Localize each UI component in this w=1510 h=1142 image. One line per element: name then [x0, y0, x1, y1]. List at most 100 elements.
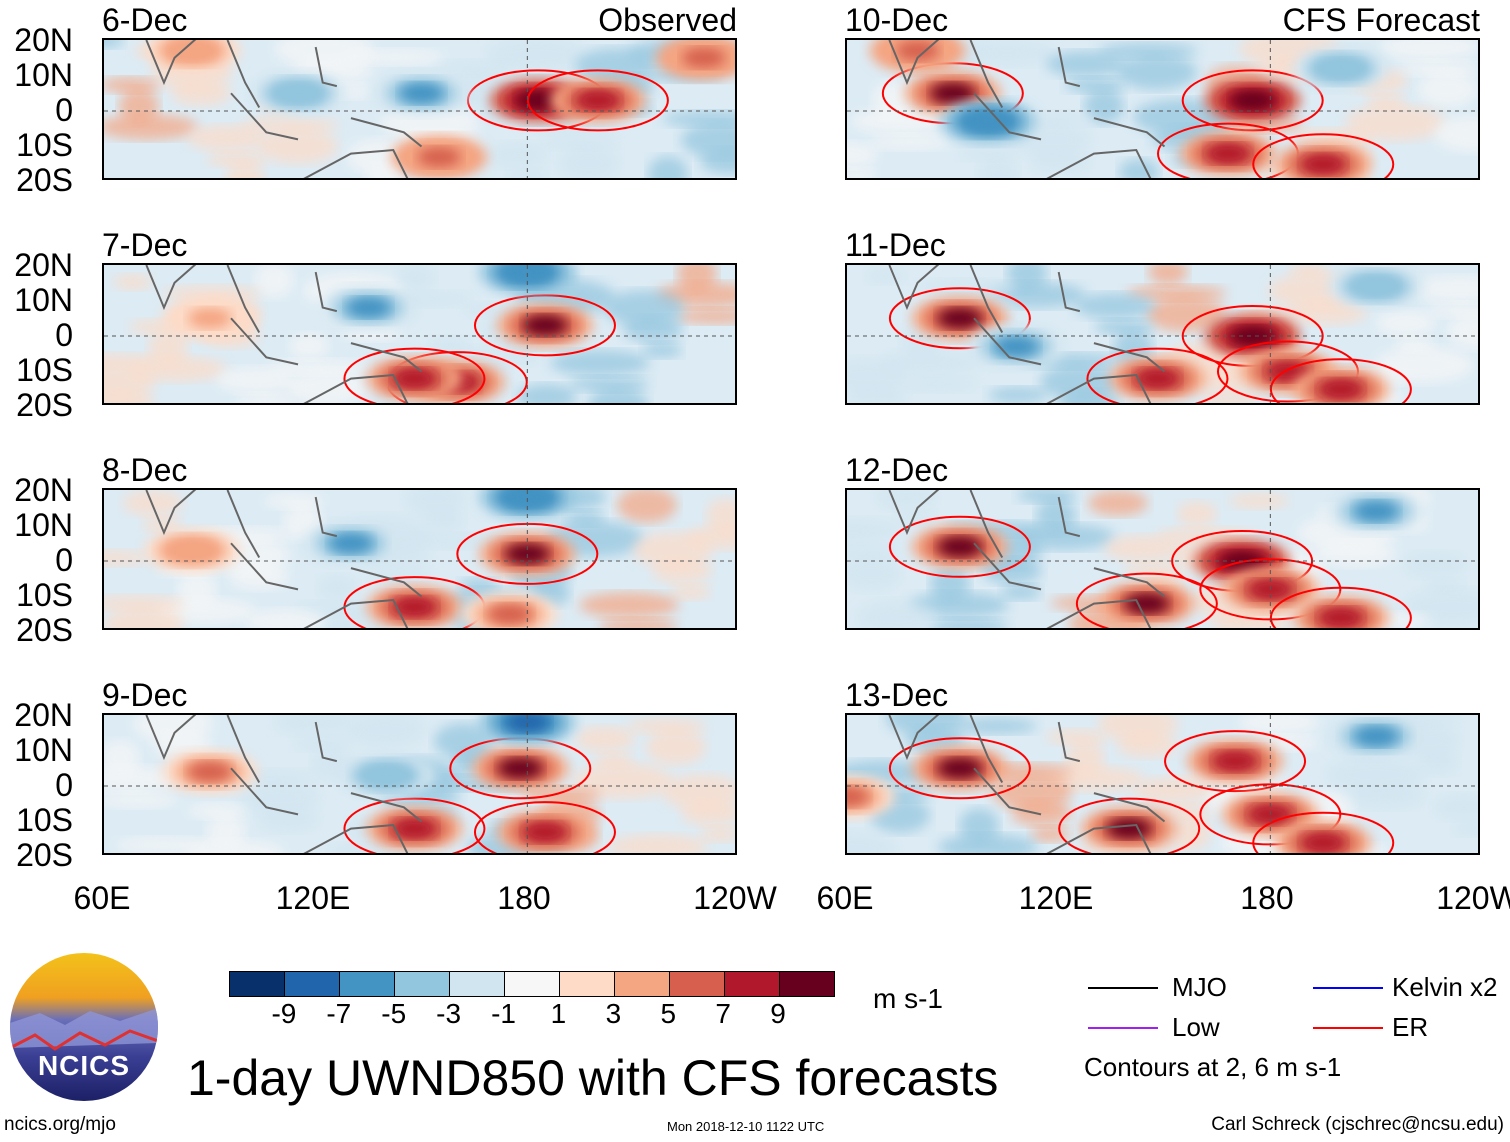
anomaly-patch	[992, 774, 1072, 810]
anomaly-patch	[550, 350, 650, 376]
anomaly-patch	[206, 151, 266, 167]
anomaly-patch	[681, 122, 735, 158]
map-panel	[102, 713, 737, 855]
wind-anomaly	[487, 603, 532, 625]
anomaly-patch	[1434, 116, 1478, 152]
anomaly-patch	[517, 384, 577, 403]
wind-anomaly	[895, 40, 940, 61]
forecast-label: CFS Forecast	[1282, 2, 1480, 38]
map-panel	[102, 263, 737, 405]
observed-label: Observed	[598, 2, 737, 38]
anomaly-patch	[1376, 310, 1436, 336]
lat-label: 20N	[14, 247, 73, 283]
anomaly-patch	[434, 60, 514, 76]
colorbar-swatch	[230, 972, 285, 996]
anomaly-patch	[1453, 820, 1478, 836]
anomaly-patch	[133, 715, 213, 742]
anomaly-patch	[675, 308, 735, 324]
anomaly-patch	[1345, 105, 1445, 141]
anomaly-patch	[1040, 364, 1120, 400]
lat-label: 0	[55, 542, 73, 578]
anomaly-patch	[1289, 265, 1329, 278]
anomaly-patch	[559, 145, 619, 178]
wind-anomaly	[1124, 593, 1169, 614]
anomaly-patch	[1326, 757, 1426, 793]
wind-anomaly	[170, 540, 215, 561]
anomaly-patch	[1007, 265, 1047, 292]
anomaly-patch	[959, 808, 999, 844]
lat-label: 0	[55, 92, 73, 128]
colorbar-label: -9	[271, 998, 297, 1029]
anomaly-patch	[930, 566, 970, 602]
coastline	[888, 265, 1166, 403]
wind-anomaly	[1230, 90, 1275, 111]
anomaly-patch	[1409, 276, 1478, 302]
anomaly-patch	[633, 532, 713, 568]
anomaly-patch	[872, 82, 912, 118]
anomaly-patch	[604, 290, 684, 326]
lat-label: 20N	[14, 697, 73, 733]
anomaly-patch	[254, 265, 294, 298]
coastline	[888, 490, 1166, 628]
anomaly-patch	[1399, 60, 1478, 76]
anomaly-patch	[573, 763, 673, 799]
wind-anomaly	[392, 596, 437, 618]
lat-label: 0	[55, 767, 73, 803]
er-contour	[1252, 811, 1395, 853]
colorbar-label: -3	[436, 998, 462, 1029]
wind-anomaly	[575, 90, 620, 111]
map-panel	[845, 38, 1480, 180]
wind-anomaly	[399, 82, 444, 104]
lat-label: 20N	[14, 472, 73, 508]
anomaly-patch	[104, 364, 155, 400]
colorbar-label: -7	[326, 998, 352, 1029]
lat-label: 10S	[16, 352, 73, 388]
anomaly-patch	[866, 268, 906, 284]
anomaly-patch	[206, 814, 246, 850]
legend-line-low	[1088, 1027, 1158, 1029]
lat-label: 20S	[16, 612, 73, 648]
wind-anomaly	[1318, 378, 1363, 400]
anomaly-patch	[540, 134, 620, 150]
map-panel	[845, 263, 1480, 405]
anomaly-patch	[1001, 584, 1041, 600]
er-contour	[1269, 586, 1412, 628]
anomaly-patch	[1434, 794, 1478, 820]
anomaly-patch	[1094, 319, 1154, 335]
anomaly-patch	[274, 715, 354, 735]
anomaly-patch	[1380, 40, 1478, 60]
anomaly-patch	[239, 780, 319, 816]
anomaly-patch	[648, 156, 688, 178]
lat-label: 20S	[16, 387, 73, 423]
anomaly-patch	[1036, 498, 1076, 534]
anomaly-patch	[1229, 493, 1289, 509]
panel-date: 13-Dec	[845, 677, 949, 713]
figure-title: 1-day UWND850 with CFS forecasts	[187, 1050, 999, 1106]
anomaly-patch	[1293, 128, 1373, 144]
anomaly-patch	[594, 752, 634, 768]
panel-date: 10-Dec	[845, 2, 949, 38]
colorbar-label: 7	[715, 998, 731, 1029]
anomaly-patch	[1046, 51, 1126, 77]
colorbar	[229, 971, 835, 997]
panel-date: 12-Dec	[845, 452, 949, 488]
anomaly-patch	[1405, 552, 1465, 578]
anomaly-patch	[847, 555, 901, 591]
anomaly-patch	[177, 572, 217, 608]
wind-anomaly	[328, 532, 373, 554]
wind-anomaly	[1213, 750, 1258, 772]
anomaly-patch	[1374, 347, 1474, 383]
anomaly-patch	[847, 518, 903, 544]
anomaly-patch	[1428, 302, 1478, 318]
anomaly-patch	[104, 77, 160, 93]
anomaly-patch	[677, 265, 717, 292]
anomaly-patch	[847, 358, 908, 394]
legend-label: Low	[1172, 1012, 1220, 1042]
anomaly-patch	[938, 834, 1038, 853]
timestamp: Mon 2018-12-10 1122 UTC	[667, 1119, 825, 1134]
er-contour	[888, 287, 1031, 350]
logo-text: NCICS	[37, 1050, 131, 1081]
er-contour	[1269, 358, 1412, 403]
anomaly-patch	[978, 156, 1018, 178]
